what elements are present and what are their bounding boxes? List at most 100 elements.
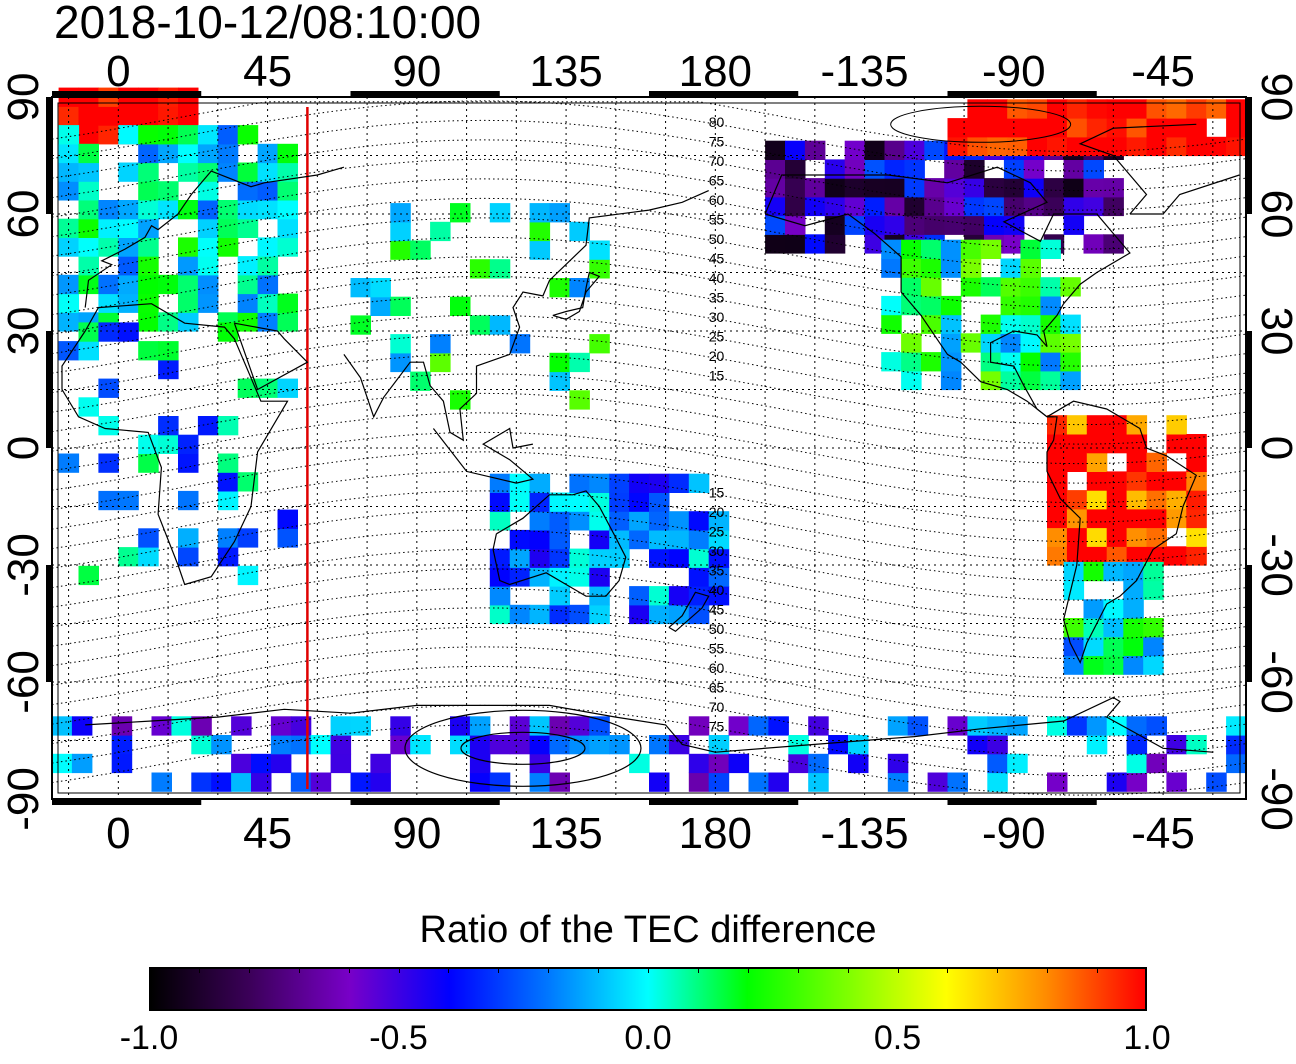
tec-cell [649,548,670,568]
geomagnetic-contour [51,490,1247,562]
colorbar-minor-tick [348,967,350,973]
tec-cell [111,735,133,755]
geomagnetic-contour [51,217,1247,289]
geomagnetic-contour [51,529,1247,601]
axis-bar-bottom [350,799,500,805]
tec-cell [881,258,902,278]
tec-cell [1047,471,1068,491]
tec-cell [944,159,965,179]
tec-cell [1143,580,1164,600]
tec-cell [1186,99,1207,119]
tec-cell [987,772,1008,792]
tec-cell [410,240,431,260]
tec-cell [864,178,886,198]
tec-cell [688,772,710,792]
axis-bar-left [46,97,52,214]
tec-cell [629,529,650,550]
tec-cell [668,548,690,568]
tec-cell [1000,333,1022,353]
tec-cell [1063,159,1085,179]
tec-cell [940,370,962,391]
tec-cell [1106,490,1128,510]
axis-bar-right [1246,97,1252,214]
tec-cell [589,473,610,493]
lon-label-bottom: -90 [982,809,1046,858]
tec-cell [98,378,119,398]
tec-cell [1040,239,1061,259]
tec-cell [1040,370,1061,391]
tec-cell [1146,136,1167,157]
tec-cell [1166,118,1187,138]
tec-cell [277,378,298,398]
tec-cell [1083,561,1104,582]
tec-cell [901,352,922,372]
tec-cell [277,143,298,164]
tec-cell [1103,655,1124,675]
tec-cell [529,716,551,736]
tec-cell [390,203,411,223]
tec-cell [1103,636,1124,657]
tec-cell [370,772,391,792]
tec-cell [237,312,259,332]
tec-cell [118,547,139,567]
tec-cell [310,735,332,755]
tec-cell [138,453,159,473]
tec-cell [1020,239,1041,259]
tec-cell [197,125,219,145]
tec-cell [118,162,139,182]
tec-cell [1060,314,1081,334]
tec-cell [529,240,551,260]
tec-cell [231,772,252,792]
tec-cell [609,511,630,531]
tec-cell [1166,471,1187,491]
tec-cell [509,716,531,736]
tec-cell [98,322,119,342]
lon-label-top: -135 [821,47,909,96]
axis-bar-bottom [649,799,799,805]
tec-cell [277,237,298,257]
tec-cell [98,293,119,313]
contour-label-north: 35 [709,289,725,305]
tec-cell [489,567,511,587]
tec-cell [1086,99,1108,119]
axis-bar-left [46,565,52,682]
tec-cell [450,390,471,410]
tec-cell [58,162,80,182]
tec-cell [1206,772,1227,792]
tec-cell [1146,527,1167,547]
tec-cell [270,716,292,736]
coastline [668,591,710,633]
geomagnetic-contour [51,119,1247,192]
tec-cell [649,604,670,625]
contour-label-north: 50 [709,231,725,247]
geomagnetic-contour [51,431,1247,504]
tec-cell [509,548,531,568]
tec-cell [178,547,199,567]
tec-cell [549,352,570,373]
tec-cell [469,753,491,774]
tec-cell [78,322,99,342]
tec-cell [848,753,869,774]
tec-cell [1007,716,1028,736]
geomagnetic-contour [51,353,1247,426]
contour-label-south: 60 [709,660,725,676]
lat-label-right: -90 [1252,767,1296,831]
tec-cell [1083,636,1104,657]
tec-cell [940,258,962,278]
tec-cell [1123,636,1144,657]
tec-cell [1047,508,1068,529]
tec-cell [178,293,199,313]
tec-cell [237,565,259,586]
tec-cell [1047,452,1068,472]
tec-cell [1126,508,1148,529]
tec-cell [987,735,1008,755]
tec-cell [649,772,670,792]
tec-cell [111,753,133,774]
tec-cell [390,296,411,316]
colorbar-minor-tick [448,967,450,973]
tec-cell [529,203,551,223]
tec-cell [1007,118,1028,138]
tec-cell [1066,136,1088,157]
tec-cell [1063,178,1085,198]
tec-cell [350,716,371,736]
